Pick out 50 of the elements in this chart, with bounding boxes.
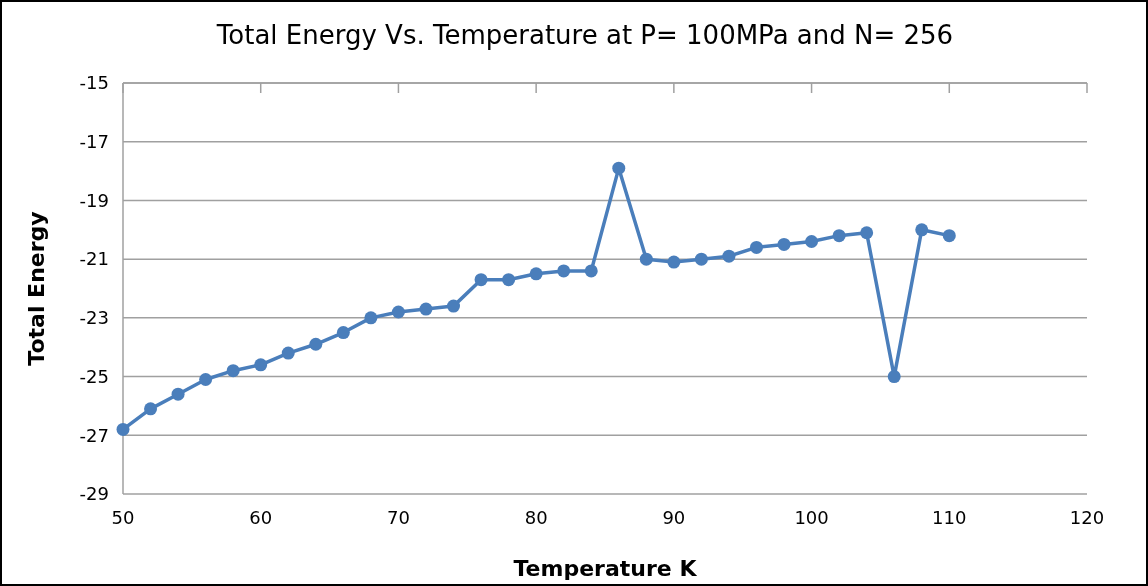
y-tick-label: -27: [79, 424, 109, 446]
point: [226, 364, 240, 378]
point: [832, 229, 846, 243]
chart-title: Total Energy Vs. Temperature at P= 100MPa and N= 256: [215, 20, 954, 50]
point: [171, 387, 185, 401]
x-axis-title: Temperature K: [513, 556, 698, 581]
point: [722, 249, 736, 263]
point: [749, 240, 763, 254]
y-tick-label: -23: [79, 307, 109, 329]
point: [254, 358, 268, 372]
point: [336, 326, 350, 340]
point: [860, 226, 874, 240]
point: [144, 402, 158, 416]
x-tick-label: 100: [794, 507, 829, 528]
point: [529, 267, 543, 281]
x-tick-label: 110: [932, 507, 967, 528]
x-tick-label: 70: [386, 507, 410, 528]
point: [116, 422, 130, 436]
y-tick-label: -19: [79, 189, 109, 211]
point: [584, 264, 598, 278]
y-axis-title: Total Energy: [24, 211, 49, 366]
y-tick-label: -21: [79, 248, 109, 270]
point: [612, 161, 626, 175]
point: [281, 346, 295, 360]
y-tick-label: -25: [79, 365, 109, 387]
point: [364, 311, 378, 325]
point: [199, 373, 213, 387]
point: [777, 237, 791, 251]
point: [419, 302, 433, 316]
y-tick-label: -15: [79, 72, 109, 94]
point: [557, 264, 571, 278]
point: [887, 370, 901, 384]
point: [502, 273, 516, 287]
point: [694, 252, 708, 266]
x-tick-label: 120: [1069, 507, 1105, 528]
point: [639, 252, 653, 266]
point: [942, 229, 956, 243]
x-tick-label: 60: [249, 507, 273, 528]
point: [667, 255, 681, 269]
point: [805, 235, 819, 249]
y-tick-label: -17: [79, 131, 109, 153]
y-tick-label: -29: [79, 483, 109, 505]
point: [474, 273, 488, 287]
point: [391, 305, 405, 319]
point: [915, 223, 929, 237]
point: [447, 299, 461, 313]
x-tick-label: 50: [111, 507, 135, 528]
x-tick-label: 80: [524, 507, 548, 528]
x-tick-label: 90: [662, 507, 686, 528]
point: [309, 337, 323, 351]
